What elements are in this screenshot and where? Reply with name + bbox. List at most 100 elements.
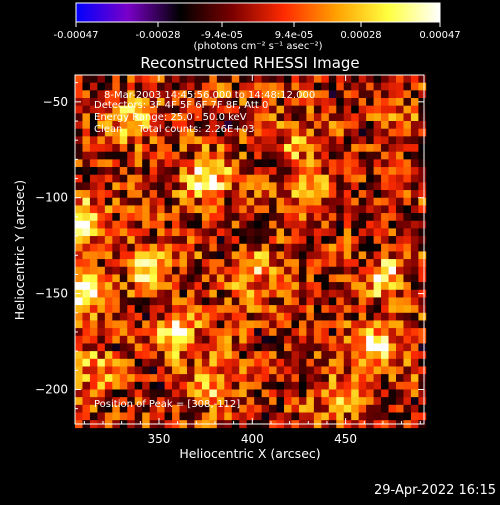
heatmap-cell: [239, 190, 248, 199]
heatmap-cell: [336, 243, 345, 252]
heatmap-cell: [388, 213, 397, 222]
heatmap-cell: [224, 259, 233, 268]
heatmap-cell: [172, 205, 180, 214]
heatmap-cell: [224, 151, 233, 160]
heatmap-cell: [269, 174, 277, 183]
heatmap-cell: [336, 374, 345, 383]
heatmap-cell: [388, 144, 397, 152]
heatmap-cell: [410, 312, 419, 321]
heatmap-cell: [186, 328, 195, 337]
heatmap-cell: [276, 343, 285, 352]
heatmap-cell: [157, 289, 165, 298]
heatmap-cell: [358, 366, 367, 375]
heatmap-cell: [112, 128, 121, 137]
heatmap-cell: [186, 343, 195, 352]
heatmap-cell: [291, 220, 300, 229]
heatmap-cell: [343, 343, 352, 352]
heatmap-cell: [418, 205, 427, 214]
heatmap-cell: [328, 182, 337, 191]
heatmap-cell: [298, 205, 307, 214]
heatmap-cell: [179, 121, 188, 129]
heatmap-cell: [209, 266, 218, 275]
heatmap-cell: [336, 90, 345, 99]
x-tick-label: 450: [334, 432, 357, 446]
heatmap-cell: [396, 328, 404, 337]
heatmap-cell: [119, 113, 128, 122]
heatmap-cell: [313, 182, 322, 191]
heatmap-cell: [358, 205, 367, 214]
heatmap-cell: [321, 98, 330, 106]
heatmap-cell: [149, 174, 158, 183]
heatmap-cell: [149, 190, 158, 199]
heatmap-cell: [157, 182, 165, 191]
heatmap-cell: [231, 335, 240, 344]
heatmap-cell: [403, 328, 412, 337]
heatmap-cell: [298, 174, 307, 183]
heatmap-cell: [336, 197, 345, 206]
heatmap-cell: [134, 389, 143, 398]
heatmap-cell: [261, 335, 270, 344]
heatmap-cell: [224, 404, 233, 413]
heatmap-cell: [127, 197, 136, 206]
heatmap-cell: [284, 105, 292, 114]
heatmap-cell: [89, 213, 98, 222]
heatmap-cell: [269, 90, 277, 99]
heatmap-cell: [381, 213, 389, 222]
heatmap-cell: [194, 374, 203, 383]
heatmap-cell: [75, 105, 83, 114]
heatmap-cell: [306, 274, 315, 283]
heatmap-cell: [231, 167, 240, 176]
clean-counts-annotation: Clean Total counts: 2.26E+03: [94, 124, 254, 135]
heatmap-cell: [269, 136, 277, 145]
heatmap-cell: [313, 236, 322, 245]
heatmap-cell: [239, 151, 248, 160]
heatmap-cell: [149, 335, 158, 344]
heatmap-cell: [142, 213, 150, 222]
heatmap-cell: [284, 113, 292, 122]
heatmap-cell: [194, 136, 203, 145]
heatmap-cell: [254, 335, 262, 344]
heatmap-cell: [224, 289, 233, 298]
heatmap-cell: [112, 259, 121, 268]
heatmap-cell: [254, 205, 262, 214]
heatmap-cell: [336, 297, 345, 306]
heatmap-cell: [172, 320, 180, 329]
heatmap-cell: [231, 358, 240, 367]
heatmap-cell: [104, 228, 113, 237]
heatmap-cell: [164, 159, 173, 168]
heatmap-cell: [224, 228, 233, 237]
heatmap-cell: [164, 105, 173, 114]
heatmap-cell: [134, 167, 143, 176]
heatmap-cell: [82, 159, 91, 168]
heatmap-cell: [142, 75, 150, 83]
heatmap-cell: [149, 236, 158, 245]
heatmap-cell: [231, 389, 240, 398]
heatmap-cell: [224, 358, 233, 367]
heatmap-cell: [201, 136, 210, 145]
heatmap-cell: [298, 412, 307, 421]
heatmap-cell: [134, 381, 143, 390]
heatmap-cell: [269, 312, 277, 321]
heatmap-cell: [186, 213, 195, 222]
heatmap-cell: [246, 220, 255, 229]
heatmap-cell: [276, 243, 285, 252]
heatmap-cell: [403, 412, 412, 421]
heatmap-cell: [313, 358, 322, 367]
heatmap-cell: [418, 75, 427, 83]
heatmap-cell: [231, 328, 240, 337]
heatmap-cell: [269, 397, 277, 406]
heatmap-cell: [291, 190, 300, 199]
heatmap-cell: [194, 343, 203, 352]
heatmap-cell: [216, 128, 225, 137]
heatmap-cell: [298, 128, 307, 137]
heatmap-cell: [75, 228, 83, 237]
heatmap-cell: [97, 98, 106, 106]
heatmap-cell: [254, 404, 262, 413]
heatmap-cell: [149, 90, 158, 99]
heatmap-cell: [351, 266, 359, 275]
heatmap-cell: [298, 404, 307, 413]
heatmap-cell: [358, 328, 367, 337]
heatmap-cell: [149, 82, 158, 91]
heatmap-cell: [246, 121, 255, 129]
